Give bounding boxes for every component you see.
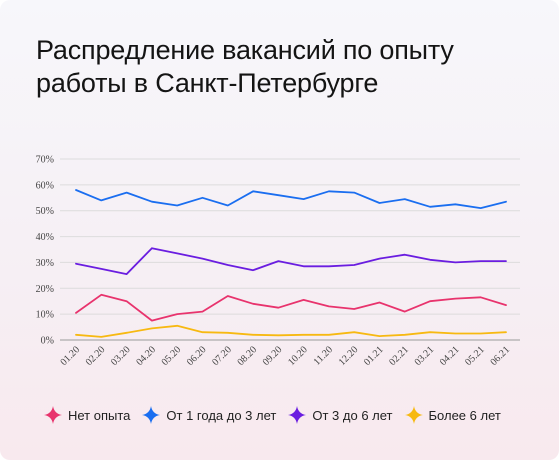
x-tick-label: 06.20 bbox=[185, 344, 209, 368]
sparkle-star-icon bbox=[288, 406, 307, 424]
x-tick-label: 03.20 bbox=[109, 344, 133, 368]
legend-item-1: Нет опыта bbox=[44, 406, 130, 424]
legend-item-2: От 1 года до 3 лет bbox=[142, 406, 276, 424]
x-tick-label: 12.20 bbox=[337, 344, 361, 368]
chart-title-line-1: Распредление вакансий по опыту bbox=[36, 35, 454, 65]
x-tick-label: 10.20 bbox=[286, 344, 310, 368]
series-line-3 bbox=[75, 247, 507, 276]
legend-item-4: Более 6 лет bbox=[404, 406, 501, 424]
chart-title: Распредление вакансий по опыту работы в … bbox=[36, 34, 536, 100]
x-tick-label: 08.20 bbox=[235, 344, 259, 368]
legend-label: От 1 года до 3 лет bbox=[166, 407, 277, 423]
y-tick-label: 20% bbox=[36, 284, 54, 295]
x-tick-label: 11.20 bbox=[312, 344, 335, 367]
x-tick-label: 05.21 bbox=[463, 344, 487, 368]
chart-title-line-2: работы в Санкт-Петербурге bbox=[36, 68, 379, 98]
series-line-1 bbox=[75, 293, 507, 322]
line-chart: 0%10%20%30%40%50%60%70%01.20 02.20 03.20 04… bbox=[36, 155, 520, 368]
y-tick-label: 30% bbox=[36, 258, 54, 269]
sparkle-star-icon bbox=[404, 406, 423, 424]
x-tick-label: 01.21 bbox=[362, 344, 386, 368]
y-tick-label: 50% bbox=[36, 206, 54, 217]
x-tick-label: 07.20 bbox=[210, 344, 234, 368]
chart-legend: Нет опыта От 1 года до 3 лет От 3 до 6 лет… bbox=[44, 406, 501, 424]
x-tick-label: 02.21 bbox=[387, 344, 411, 368]
series-line-4 bbox=[75, 324, 507, 338]
legend-label: Нет опыта bbox=[68, 407, 131, 423]
x-tick-label: 03.21 bbox=[413, 344, 437, 368]
y-tick-label: 60% bbox=[36, 180, 54, 191]
y-tick-label: 10% bbox=[36, 310, 54, 321]
sparkle-star-icon bbox=[142, 406, 161, 424]
x-tick-label: 04.20 bbox=[134, 344, 158, 368]
x-tick-label: 04.21 bbox=[438, 344, 462, 368]
x-tick-label: 06.21 bbox=[488, 344, 512, 368]
y-tick-label: 40% bbox=[36, 232, 54, 243]
y-tick-label: 0% bbox=[41, 336, 54, 347]
x-tick-label: 02.20 bbox=[84, 344, 108, 368]
x-tick-label: 09.20 bbox=[261, 344, 285, 368]
legend-label: Более 6 лет bbox=[428, 407, 501, 423]
legend-item-3: От 3 до 6 лет bbox=[288, 406, 393, 424]
y-tick-label: 70% bbox=[36, 155, 54, 166]
x-tick-label: 01.20 bbox=[58, 344, 82, 368]
series-line-2 bbox=[75, 189, 507, 210]
legend-label: От 3 до 6 лет bbox=[312, 407, 393, 423]
x-tick-label: 05.20 bbox=[160, 344, 184, 368]
sparkle-star-icon bbox=[44, 406, 62, 424]
